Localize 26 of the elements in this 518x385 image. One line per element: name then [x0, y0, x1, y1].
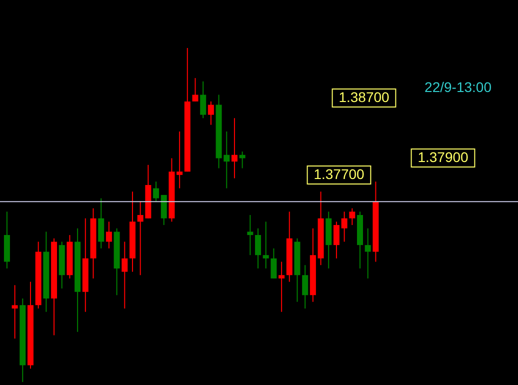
- candlestick: [247, 214, 254, 256]
- candlestick: [208, 100, 214, 126]
- candlestick: [231, 118, 238, 179]
- candlestick: [160, 194, 167, 226]
- candlestick: [106, 221, 112, 249]
- text: 1.37900: [418, 149, 469, 165]
- candlestick: [176, 131, 183, 189]
- annotation: 1.38700: [338, 89, 390, 105]
- text: 22/9-13:00: [424, 79, 492, 95]
- candlestick: [278, 261, 285, 312]
- candlestick: [364, 228, 371, 279]
- candlestick: [192, 78, 198, 102]
- candlestick: [153, 181, 160, 202]
- candlestick: [302, 264, 308, 310]
- candlestick: [98, 198, 104, 249]
- candlestick: [262, 221, 269, 269]
- candlestick: [349, 208, 356, 226]
- candlestick: [255, 228, 262, 269]
- candlestick: [12, 284, 18, 340]
- annotation: 1.37700: [314, 166, 365, 182]
- candlestick: [200, 80, 206, 119]
- candlestick: [333, 221, 340, 259]
- candlestick: [270, 248, 277, 279]
- candlestick: [341, 211, 348, 242]
- candlestick: [239, 151, 246, 169]
- candlestick: [122, 241, 128, 310]
